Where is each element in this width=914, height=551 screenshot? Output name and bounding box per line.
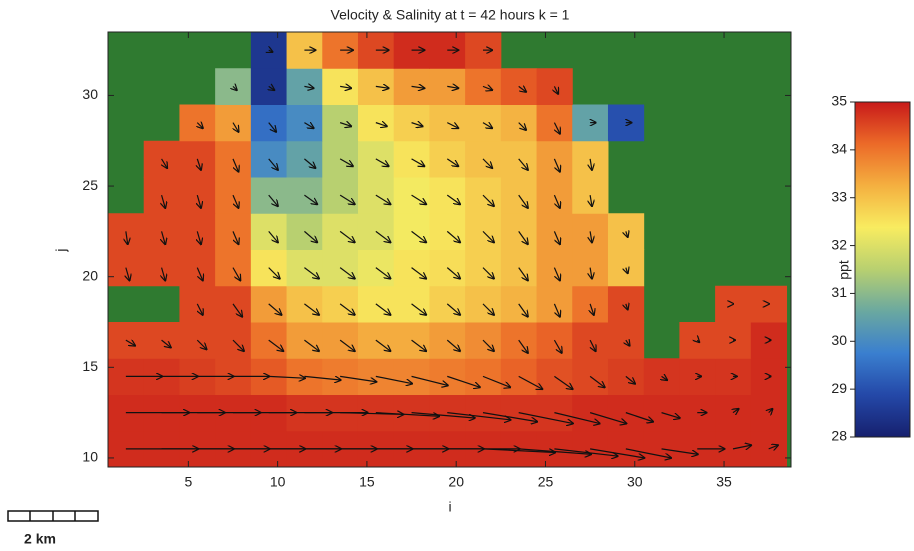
colorbar-label: ppt — [836, 260, 852, 280]
colorbar — [855, 102, 910, 437]
y-tick-label: 30 — [82, 86, 98, 102]
colorbar-tick-label: 34 — [831, 141, 847, 157]
y-tick-label: 25 — [82, 177, 98, 193]
x-tick-label: 25 — [538, 474, 554, 490]
y-axis-label: j — [53, 248, 69, 252]
y-tick-label: 15 — [82, 358, 98, 374]
x-tick-label: 35 — [716, 474, 732, 490]
x-tick-label: 20 — [448, 474, 464, 490]
chart: Velocity & Salinity at t = 42 hours k = … — [0, 0, 914, 551]
plot-area — [108, 32, 791, 468]
y-tick-label: 10 — [82, 449, 98, 465]
cell — [715, 286, 751, 323]
x-axis-label: i — [448, 499, 451, 515]
x-tick-label: 5 — [184, 474, 192, 490]
x-tick-label: 10 — [270, 474, 286, 490]
colorbar-tick-label: 31 — [831, 284, 847, 300]
colorbar-tick-label: 32 — [831, 236, 847, 252]
colorbar-tick-label: 30 — [831, 332, 847, 348]
colorbar-tick-label: 33 — [831, 188, 847, 204]
x-tick-label: 15 — [359, 474, 375, 490]
colorbar-tick-label: 28 — [831, 428, 847, 444]
scale-bar — [8, 511, 98, 521]
colorbar-tick-label: 29 — [831, 380, 847, 396]
colorbar-tick-label: 35 — [831, 93, 847, 109]
chart-title: Velocity & Salinity at t = 42 hours k = … — [331, 7, 570, 23]
x-tick-label: 30 — [627, 474, 643, 490]
scale-label: 2 km — [24, 531, 56, 547]
cell — [751, 286, 787, 323]
y-tick-label: 20 — [82, 267, 98, 283]
